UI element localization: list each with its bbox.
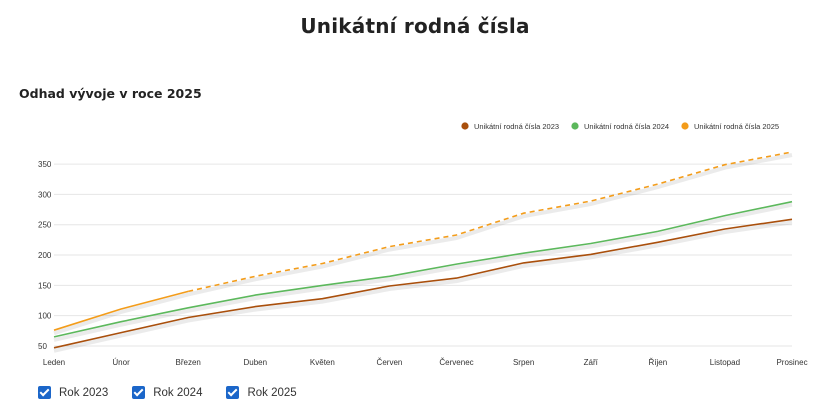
legend-item[interactable]: Unikátní rodná čísla 2023	[461, 122, 559, 131]
x-tick-label: Březen	[176, 358, 201, 367]
legend-item[interactable]: Unikátní rodná čísla 2024	[571, 122, 669, 131]
y-tick-label: 50	[38, 342, 47, 351]
toggle-2023[interactable]: Rok 2023	[38, 386, 108, 399]
legend-label: Unikátní rodná čísla 2024	[584, 122, 669, 131]
x-tick-label: Srpen	[513, 358, 534, 367]
y-tick-label: 350	[38, 160, 52, 169]
x-axis: Leden Únor Březen Duben Květen Červen Červenec…	[43, 358, 808, 367]
series-shadow	[53, 153, 793, 336]
legend-dot-icon	[571, 122, 579, 130]
toggle-2025-label: Rok 2025	[247, 386, 297, 399]
x-tick-label: Listopad	[710, 358, 740, 367]
x-tick-label: Prosinec	[776, 358, 807, 367]
chart-title: Odhad vývoje v roce 2025	[19, 86, 202, 101]
series-toggles: Rok 2023 Rok 2024 Rok 2025	[38, 386, 321, 399]
toggle-2024-label: Rok 2024	[153, 386, 203, 399]
x-tick-label: Duben	[243, 358, 267, 367]
legend-label: Unikátní rodná čísla 2023	[474, 122, 559, 131]
series-shadow	[53, 220, 793, 353]
toggle-2024[interactable]: Rok 2024	[132, 386, 202, 399]
checkbox-checked-icon[interactable]	[132, 386, 146, 399]
series-lines	[53, 151, 793, 353]
legend-label: Unikátní rodná čísla 2025	[694, 122, 779, 131]
series-line	[53, 218, 793, 349]
y-tick-label: 150	[38, 281, 52, 290]
legend-dot-icon	[461, 122, 469, 130]
series-line-forecast	[188, 151, 793, 293]
y-tick-label: 300	[38, 190, 52, 199]
checkbox-checked-icon[interactable]	[38, 386, 51, 399]
y-tick-label: 250	[38, 221, 52, 230]
x-tick-label: Září	[584, 358, 599, 367]
x-tick-label: Leden	[43, 358, 65, 367]
legend-item[interactable]: Unikátní rodná čísla 2025	[681, 122, 779, 131]
legend-dot-icon	[681, 122, 689, 130]
toggle-2023-label: Rok 2023	[59, 386, 109, 399]
line-chart: 50 100 150 200 250 300 350 Leden Únor Březen Dube…	[38, 122, 808, 367]
x-tick-label: Říjen	[648, 358, 667, 367]
series-shadow	[53, 202, 793, 342]
x-tick-label: Červenec	[439, 358, 473, 367]
gridlines	[54, 163, 792, 347]
x-tick-label: Únor	[112, 358, 130, 367]
x-tick-label: Červen	[377, 358, 403, 367]
legend: Unikátní rodná čísla 2023 Unikátní rodná …	[461, 122, 779, 131]
y-axis: 50 100 150 200 250 300 350	[38, 160, 52, 351]
toggle-2025[interactable]: Rok 2025	[226, 386, 297, 399]
series-line	[53, 200, 793, 338]
x-tick-label: Květen	[310, 358, 335, 367]
checkbox-checked-icon[interactable]	[226, 386, 240, 399]
y-tick-label: 100	[38, 312, 52, 321]
series-line-actual	[53, 290, 189, 331]
page-title: Unikátní rodná čísla	[300, 14, 530, 38]
y-tick-label: 200	[38, 251, 52, 260]
